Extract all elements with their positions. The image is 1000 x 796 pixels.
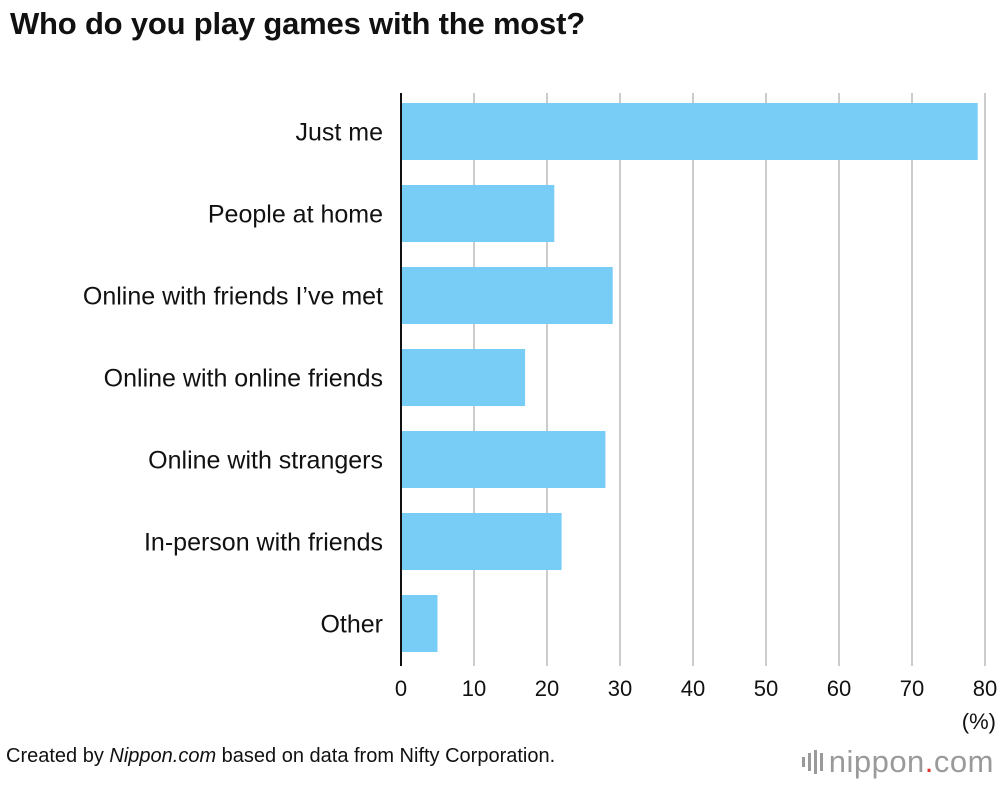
bar bbox=[401, 595, 438, 652]
category-label: In-person with friends bbox=[144, 529, 383, 557]
chart-title: Who do you play games with the most? bbox=[10, 6, 585, 41]
source-credit-publisher: Nippon.com bbox=[109, 745, 217, 767]
x-tick-label: 20 bbox=[535, 676, 559, 701]
source-credit-prefix: Created by bbox=[6, 745, 110, 767]
x-tick-label: 30 bbox=[608, 676, 632, 701]
x-tick-label: 10 bbox=[462, 676, 486, 701]
x-tick-label: 70 bbox=[900, 676, 924, 701]
category-label: Online with friends I’ve met bbox=[83, 283, 383, 311]
x-tick-label: 0 bbox=[395, 676, 407, 701]
category-label: Other bbox=[320, 611, 383, 639]
bar bbox=[401, 513, 562, 570]
brand-bars-icon bbox=[801, 750, 823, 774]
bars bbox=[401, 103, 978, 652]
x-axis-unit-label: (%) bbox=[962, 709, 996, 734]
source-credit-suffix: based on data from Nifty Corporation. bbox=[216, 745, 556, 767]
x-tick-labels: 0 10 20 30 40 50 60 70 80 bbox=[395, 676, 997, 701]
category-label: People at home bbox=[208, 201, 383, 229]
gridlines bbox=[473, 93, 986, 666]
x-tick-label: 60 bbox=[827, 676, 851, 701]
category-label: Online with online friends bbox=[104, 365, 383, 393]
x-tick-label: 80 bbox=[973, 676, 997, 701]
bar bbox=[401, 431, 606, 488]
source-credit: Created by Nippon.com based on data from… bbox=[6, 745, 555, 768]
bar bbox=[401, 267, 613, 324]
bar bbox=[401, 185, 555, 242]
bar bbox=[401, 349, 526, 406]
category-label: Just me bbox=[295, 119, 383, 147]
nippon-logo: nippon.com bbox=[801, 744, 994, 780]
brand-name: nippon.com bbox=[828, 744, 994, 779]
x-tick-label: 50 bbox=[754, 676, 778, 701]
x-tick-label: 40 bbox=[681, 676, 705, 701]
bar bbox=[401, 103, 978, 160]
category-labels: Just me People at home Online with friends… bbox=[83, 119, 383, 639]
category-label: Online with strangers bbox=[148, 447, 383, 475]
